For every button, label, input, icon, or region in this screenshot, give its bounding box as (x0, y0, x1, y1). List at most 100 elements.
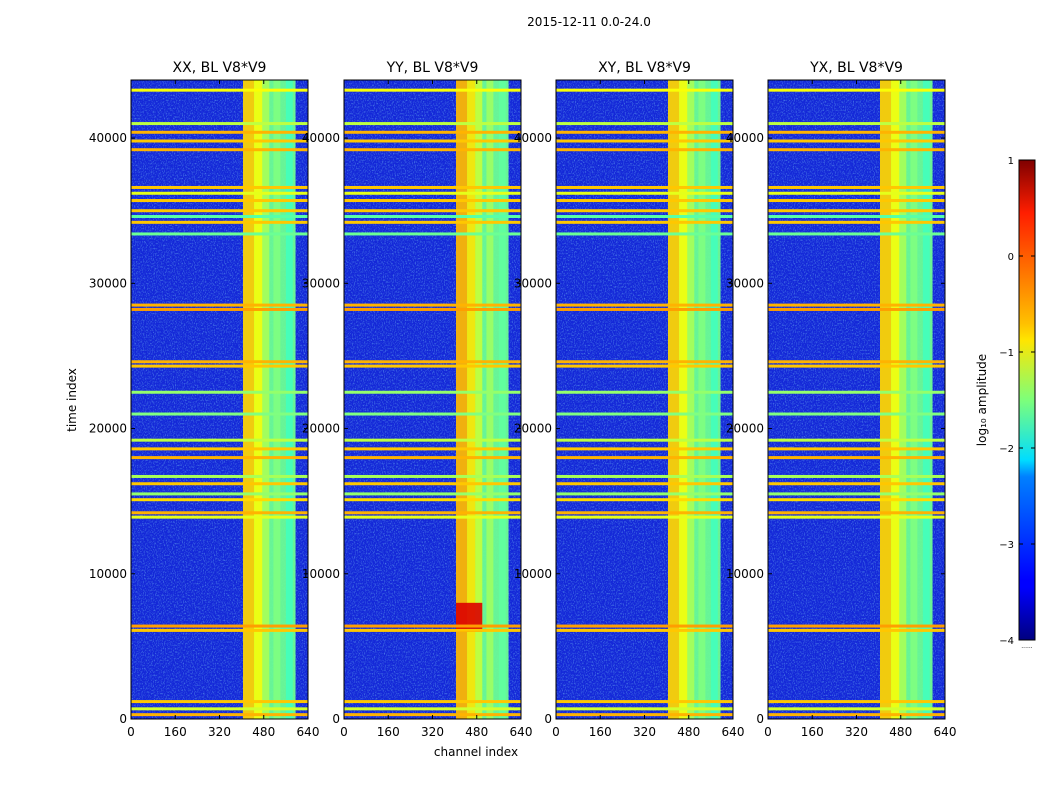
y-tick-label: 10000 (302, 567, 340, 581)
x-tick-label: 640 (722, 725, 745, 739)
y-tick-label: 0 (119, 712, 127, 726)
panel-title: YY, BL V8*V9 (386, 60, 479, 76)
flagged-row (131, 511, 308, 515)
bright-channel-column (891, 80, 900, 719)
flagged-row (344, 511, 521, 515)
colorbar-tick-label: −1 (999, 348, 1014, 359)
colorbar-tick-label: 1 (1008, 156, 1014, 167)
flagged-row (768, 130, 945, 134)
flagged-row (344, 438, 521, 442)
y-tick-label: 0 (756, 712, 764, 726)
flagged-row (768, 139, 945, 143)
y-tick-label: 30000 (302, 276, 340, 290)
flagged-row (556, 139, 733, 143)
flagged-row (344, 215, 521, 219)
flagged-row (344, 456, 521, 460)
flagged-row (131, 390, 308, 394)
flagged-row (768, 515, 945, 519)
y-tick-label: 10000 (89, 567, 127, 581)
flagged-row (131, 474, 308, 478)
flagged-row (131, 707, 308, 711)
bright-channel-column (910, 80, 918, 719)
flagged-row (556, 492, 733, 496)
flagged-row (131, 456, 308, 460)
x-tick-label: 480 (889, 725, 912, 739)
flagged-row (556, 209, 733, 213)
flagged-row (131, 713, 308, 717)
x-tick-label: 480 (252, 725, 275, 739)
panel-title: YX, BL V8*V9 (809, 60, 903, 76)
flagged-row (556, 707, 733, 711)
bright-channel-column (273, 80, 281, 719)
x-tick-label: 160 (801, 725, 824, 739)
y-tick-label: 40000 (89, 131, 127, 145)
flagged-row (556, 515, 733, 519)
flagged-row (556, 447, 733, 451)
flagged-row (131, 122, 308, 126)
y-tick-label: 20000 (726, 422, 764, 436)
flagged-row (344, 498, 521, 502)
flagged-row (131, 624, 308, 628)
x-tick-label: 640 (510, 725, 533, 739)
flagged-row (768, 360, 945, 364)
panel-yx: YX, BL V8*V9 0 160 320 480 640 0 10000 20000 3000… (726, 60, 957, 739)
colorbar-extend-label: ...... (1021, 643, 1033, 650)
bright-channel-column (880, 80, 892, 719)
y-tick-label: 30000 (726, 276, 764, 290)
flagged-row (131, 88, 308, 92)
y-tick-label: 20000 (89, 422, 127, 436)
panel-yy: YY, BL V8*V9 0 160 320 480 640 0 10000 20000 3000… (302, 60, 533, 739)
flagged-row (768, 307, 945, 311)
flagged-row (556, 303, 733, 307)
flagged-row (768, 122, 945, 126)
bright-channel-column (285, 80, 293, 719)
flagged-row (131, 215, 308, 219)
flagged-row (556, 438, 733, 442)
flagged-row (131, 220, 308, 224)
flagged-row (556, 88, 733, 92)
y-tick-label: 10000 (514, 567, 552, 581)
flagged-row (556, 220, 733, 224)
colorbar-gradient (1018, 159, 1036, 641)
y-tick-label: 30000 (89, 276, 127, 290)
flagged-row (131, 412, 308, 416)
colorbar-label: log₁₀ amplitude (975, 354, 989, 446)
x-axis-label: channel index (434, 745, 518, 759)
flagged-row (131, 360, 308, 364)
bright-channel-column (262, 80, 270, 719)
flagged-row (131, 628, 308, 632)
flagged-row (556, 191, 733, 195)
bright-channel-column (467, 80, 476, 719)
bright-channel-column (679, 80, 688, 719)
flagged-row (131, 139, 308, 143)
flagged-row (768, 220, 945, 224)
panel-xx: XX, BL V8*V9 0 160 320 480 640 0 10000 20000 3000… (89, 60, 320, 739)
bright-channel-column (456, 80, 468, 719)
flagged-row (344, 515, 521, 519)
flagged-row (344, 412, 521, 416)
flagged-row (131, 700, 308, 704)
colorbar-tick-label: −2 (999, 444, 1014, 455)
flagged-row (131, 191, 308, 195)
flagged-row (768, 482, 945, 486)
colorbar-tick-label: −3 (999, 540, 1014, 551)
flagged-row (768, 88, 945, 92)
flagged-row (344, 232, 521, 236)
flagged-row (131, 447, 308, 451)
flagged-row (556, 624, 733, 628)
y-tick-label: 0 (544, 712, 552, 726)
flagged-row (131, 492, 308, 496)
flagged-row (344, 199, 521, 203)
flagged-row (556, 628, 733, 632)
flagged-row (344, 390, 521, 394)
bright-channel-column (899, 80, 907, 719)
flagged-row (768, 412, 945, 416)
flagged-row (344, 130, 521, 134)
flagged-row (344, 707, 521, 711)
flagged-row (344, 191, 521, 195)
flagged-row (556, 148, 733, 152)
bright-channel-column (922, 80, 930, 719)
flagged-row (131, 515, 308, 519)
flagged-row (556, 364, 733, 368)
flagged-row (768, 364, 945, 368)
